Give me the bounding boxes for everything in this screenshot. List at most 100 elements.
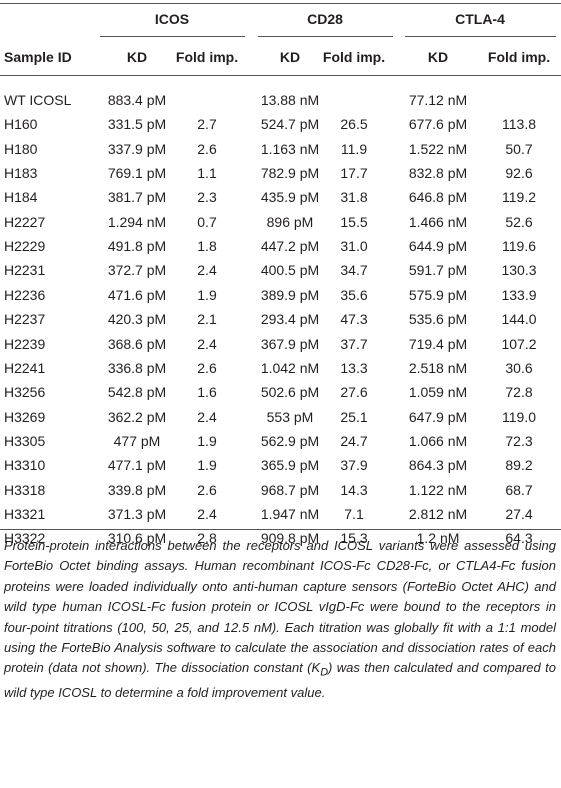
table-cell: 1.9 <box>197 457 217 474</box>
table-cell: 37.9 <box>340 457 368 474</box>
table-cell: 37.7 <box>340 335 368 352</box>
table-cell: 2.8 <box>197 530 217 547</box>
rule <box>100 36 245 37</box>
table-cell: 2.6 <box>197 481 217 498</box>
table-cell: 883.4 pM <box>107 92 167 108</box>
footnote-text: ) was then calculated and compared to wi… <box>4 660 556 701</box>
table-cell: 896 pM <box>266 213 314 230</box>
table-cell: 591.7 pM <box>408 262 468 279</box>
sample-id: H3269 <box>4 408 46 425</box>
table-cell: 1.042 nM <box>260 359 320 376</box>
table-cell: 119.2 <box>502 189 536 206</box>
column-header: KD <box>279 49 301 65</box>
table-cell: 1.2 nM <box>416 530 460 547</box>
table-cell: 677.6 pM <box>408 116 468 133</box>
table-cell: 2.4 <box>197 505 217 522</box>
table-cell: 400.5 pM <box>260 262 320 279</box>
table-cell: 50.7 <box>505 140 533 157</box>
table-cell: 420.3 pM <box>107 311 167 328</box>
sample-id: H2237 <box>4 311 46 328</box>
table-cell: 647.9 pM <box>408 408 468 425</box>
column-header: KD <box>126 49 148 65</box>
table-cell: 72.8 <box>505 384 533 401</box>
table-cell: 144.0 <box>501 311 537 328</box>
table-cell: 336.8 pM <box>107 359 167 376</box>
table-cell: 13.3 <box>340 359 368 376</box>
table-cell: 24.7 <box>340 432 368 449</box>
table-cell: 17.7 <box>340 165 368 182</box>
table-cell: 524.7 pM <box>260 116 320 133</box>
table-cell: 1.059 nM <box>408 384 468 401</box>
rule <box>0 529 561 530</box>
table-cell: 1.1 <box>197 165 217 182</box>
table-cell: 293.4 pM <box>260 311 320 328</box>
rule <box>0 3 561 4</box>
table-cell: 1.8 <box>197 238 217 255</box>
sample-id: H2241 <box>4 359 46 376</box>
table-cell: 2.518 nM <box>408 359 468 376</box>
table-cell: 367.9 pM <box>260 335 320 352</box>
table-cell: 72.3 <box>505 432 533 449</box>
table-cell: 491.8 pM <box>107 238 167 255</box>
table-cell: 2.4 <box>197 408 217 425</box>
table-cell: 646.8 pM <box>408 189 468 206</box>
table-cell: 339.8 pM <box>107 481 167 498</box>
rule <box>258 36 393 37</box>
table-cell: 1.294 nM <box>107 213 167 230</box>
sample-id: H3321 <box>4 505 46 522</box>
table-cell: 447.2 pM <box>260 238 320 255</box>
table-cell: 2.4 <box>197 262 217 279</box>
table-cell: 502.6 pM <box>260 384 320 401</box>
sample-id: H180 <box>4 140 38 157</box>
table-cell: 1.947 nM <box>260 505 320 522</box>
table-cell: 0.7 <box>197 213 217 230</box>
sample-id: H3322 <box>4 530 46 547</box>
footnote-subscript: D <box>320 667 329 680</box>
sample-id: H2231 <box>4 262 46 279</box>
table-cell: 719.4 pM <box>408 335 468 352</box>
table-cell: 337.9 pM <box>107 140 167 157</box>
table-cell: 31.0 <box>340 238 368 255</box>
table-cell: 553 pM <box>266 408 314 425</box>
footnote: Protein-protein interactions between the… <box>4 536 556 704</box>
sample-id: H160 <box>4 116 38 133</box>
table-cell: 575.9 pM <box>408 286 468 303</box>
table-cell: 1.6 <box>197 384 217 401</box>
table-cell: 1.9 <box>197 432 217 449</box>
table-cell: 1.522 nM <box>408 140 468 157</box>
table-cell: 113.8 <box>502 116 536 133</box>
table-cell: 30.6 <box>505 359 533 376</box>
table-cell: 92.6 <box>505 165 533 182</box>
sample-id: H183 <box>4 165 38 182</box>
table-cell: 2.1 <box>197 311 217 328</box>
table-cell: 368.6 pM <box>107 335 167 352</box>
table-cell: 477 pM <box>113 432 161 449</box>
table-cell: 832.8 pM <box>408 165 468 182</box>
sample-id: H2229 <box>4 238 46 255</box>
footnote-text: Protein-protein interactions between the… <box>4 538 556 676</box>
rule <box>0 75 561 76</box>
table-cell: 864.3 pM <box>408 457 468 474</box>
table-cell: 562.9 pM <box>260 432 320 449</box>
sample-id: H3310 <box>4 457 46 474</box>
table-cell: 2.812 nM <box>408 505 468 522</box>
table-cell: 47.3 <box>340 311 368 328</box>
table-cell: 107.2 <box>501 335 537 352</box>
sample-id: H3256 <box>4 384 46 401</box>
table-cell: 119.0 <box>502 408 536 425</box>
table-cell: 15.5 <box>340 213 368 230</box>
table-cell: 542.8 pM <box>107 384 167 401</box>
table-cell: 782.9 pM <box>260 165 320 182</box>
table-cell: 1.9 <box>197 286 217 303</box>
table-cell: 435.9 pM <box>260 189 320 206</box>
sample-id: H2239 <box>4 335 46 352</box>
sample-id: H2227 <box>4 213 46 230</box>
table-cell: 1.466 nM <box>408 213 468 230</box>
sample-id: H2236 <box>4 286 46 303</box>
table-cell: 389.9 pM <box>260 286 320 303</box>
table-cell: 2.7 <box>197 116 217 133</box>
table-cell: 1.163 nM <box>260 140 320 157</box>
table-cell: 365.9 pM <box>260 457 320 474</box>
table-cell: 52.6 <box>505 213 533 230</box>
table-cell: 968.7 pM <box>260 481 320 498</box>
